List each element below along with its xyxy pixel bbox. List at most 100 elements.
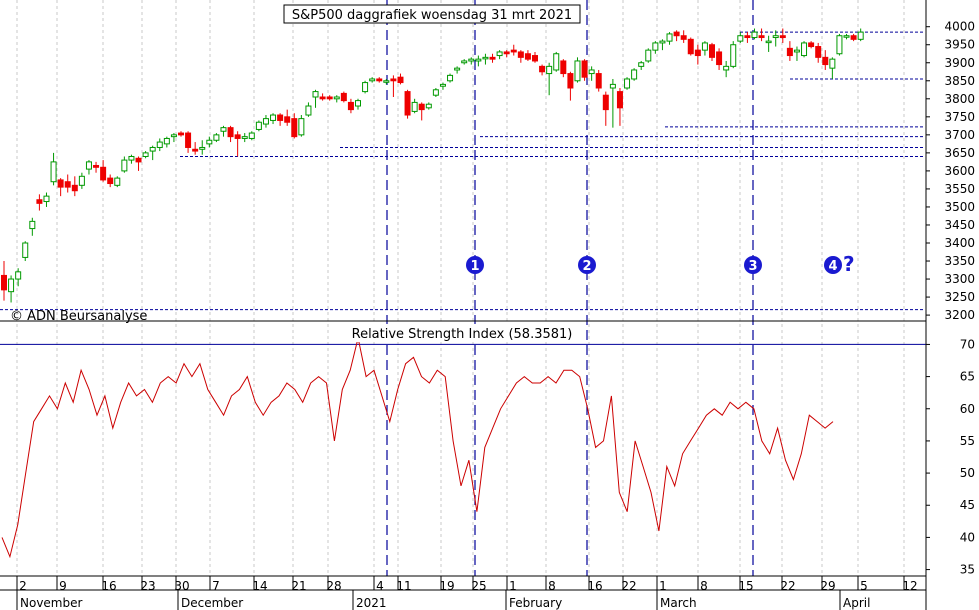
candle bbox=[482, 53, 489, 65]
candle-body bbox=[567, 73, 574, 89]
candle bbox=[128, 154, 135, 164]
candle bbox=[8, 275, 15, 303]
candle bbox=[461, 59, 468, 65]
x-day-label: 21 bbox=[291, 579, 306, 593]
candle-body bbox=[638, 62, 645, 67]
candle bbox=[142, 151, 149, 159]
candle-body bbox=[772, 35, 779, 39]
price-tick-label: 3500 bbox=[944, 200, 975, 214]
rsi-title-text: Relative Strength Index (58.3581) bbox=[352, 327, 573, 342]
candle bbox=[178, 131, 184, 137]
candle-body bbox=[156, 141, 163, 148]
marker-circle bbox=[578, 256, 596, 274]
candle bbox=[680, 30, 687, 43]
x-month-label: February bbox=[509, 596, 562, 610]
rsi-title: Relative Strength Index (58.3581) bbox=[340, 324, 585, 342]
candle-body bbox=[659, 40, 666, 44]
candle-body bbox=[468, 58, 475, 62]
candle bbox=[730, 41, 737, 69]
candle bbox=[793, 46, 800, 61]
x-day-label: 1 bbox=[509, 579, 517, 593]
candle-body bbox=[779, 35, 786, 39]
candle-body bbox=[185, 132, 192, 148]
candle-body bbox=[234, 134, 241, 139]
candle-body bbox=[786, 47, 793, 57]
candle bbox=[694, 44, 701, 65]
x-day-label: 23 bbox=[140, 579, 155, 593]
candle-body bbox=[29, 220, 36, 230]
candle bbox=[588, 66, 595, 81]
candle bbox=[64, 174, 71, 193]
candle bbox=[170, 133, 177, 143]
candle bbox=[687, 37, 694, 56]
candle-body bbox=[687, 38, 694, 55]
candle-body bbox=[85, 161, 92, 170]
candle bbox=[765, 35, 772, 52]
x-day-label: 22 bbox=[780, 579, 795, 593]
candle-body bbox=[255, 121, 262, 130]
candle bbox=[843, 33, 850, 40]
candle bbox=[829, 57, 836, 79]
candle bbox=[107, 174, 114, 188]
candle bbox=[801, 41, 808, 58]
candle bbox=[85, 160, 92, 175]
candle-body bbox=[241, 136, 248, 139]
candle-body bbox=[326, 96, 333, 100]
numbered-markers: 1 2 3 4? bbox=[466, 252, 855, 276]
candle bbox=[489, 53, 496, 63]
candle-body bbox=[135, 157, 142, 163]
price-tick-label: 3600 bbox=[944, 164, 975, 178]
candle-body bbox=[397, 76, 404, 84]
support-levels bbox=[0, 31, 926, 345]
candle-body bbox=[425, 103, 432, 109]
candle-body bbox=[588, 69, 595, 75]
candle-body bbox=[857, 31, 864, 40]
candle bbox=[723, 60, 730, 78]
candle-body bbox=[609, 83, 616, 89]
candle bbox=[447, 73, 454, 83]
candle bbox=[468, 57, 475, 65]
candle bbox=[390, 75, 397, 98]
candle-body bbox=[213, 134, 220, 141]
candle-body bbox=[128, 155, 135, 161]
candle bbox=[737, 32, 744, 43]
candle bbox=[751, 28, 758, 40]
candle-body bbox=[411, 101, 418, 112]
price-tick-label: 3200 bbox=[944, 308, 975, 322]
candle-body bbox=[815, 46, 822, 58]
candle-body bbox=[305, 105, 312, 116]
x-day-label: 16 bbox=[587, 579, 602, 593]
candle bbox=[185, 131, 192, 153]
candle-body bbox=[496, 51, 503, 57]
candle bbox=[857, 28, 864, 42]
candle bbox=[397, 73, 404, 85]
candle-body bbox=[730, 44, 737, 67]
candle-body bbox=[100, 166, 107, 181]
candle bbox=[503, 50, 510, 58]
candle bbox=[631, 68, 638, 81]
candle bbox=[808, 41, 815, 49]
candle bbox=[220, 125, 227, 137]
candle bbox=[744, 32, 751, 43]
candle-body bbox=[439, 83, 446, 87]
candle-body bbox=[793, 49, 800, 53]
chart-title: S&P500 daggrafiek woensdag 31 mrt 2021 bbox=[283, 4, 581, 24]
x-day-label: 22 bbox=[621, 579, 636, 593]
candle bbox=[29, 217, 36, 236]
candle-body bbox=[829, 58, 836, 69]
candle-body bbox=[574, 60, 581, 82]
candle-body bbox=[43, 195, 50, 203]
candle bbox=[624, 77, 631, 90]
candle bbox=[779, 28, 786, 43]
candle bbox=[149, 145, 156, 161]
candle bbox=[786, 41, 793, 61]
marker-circle bbox=[824, 256, 842, 274]
candle-body bbox=[616, 91, 623, 109]
candle bbox=[277, 113, 284, 126]
x-month-label: March bbox=[660, 596, 697, 610]
candle-body bbox=[114, 177, 121, 186]
candle-body bbox=[432, 89, 439, 96]
candle-body bbox=[694, 49, 701, 57]
candle-body bbox=[489, 56, 496, 60]
candle-body bbox=[801, 42, 808, 57]
